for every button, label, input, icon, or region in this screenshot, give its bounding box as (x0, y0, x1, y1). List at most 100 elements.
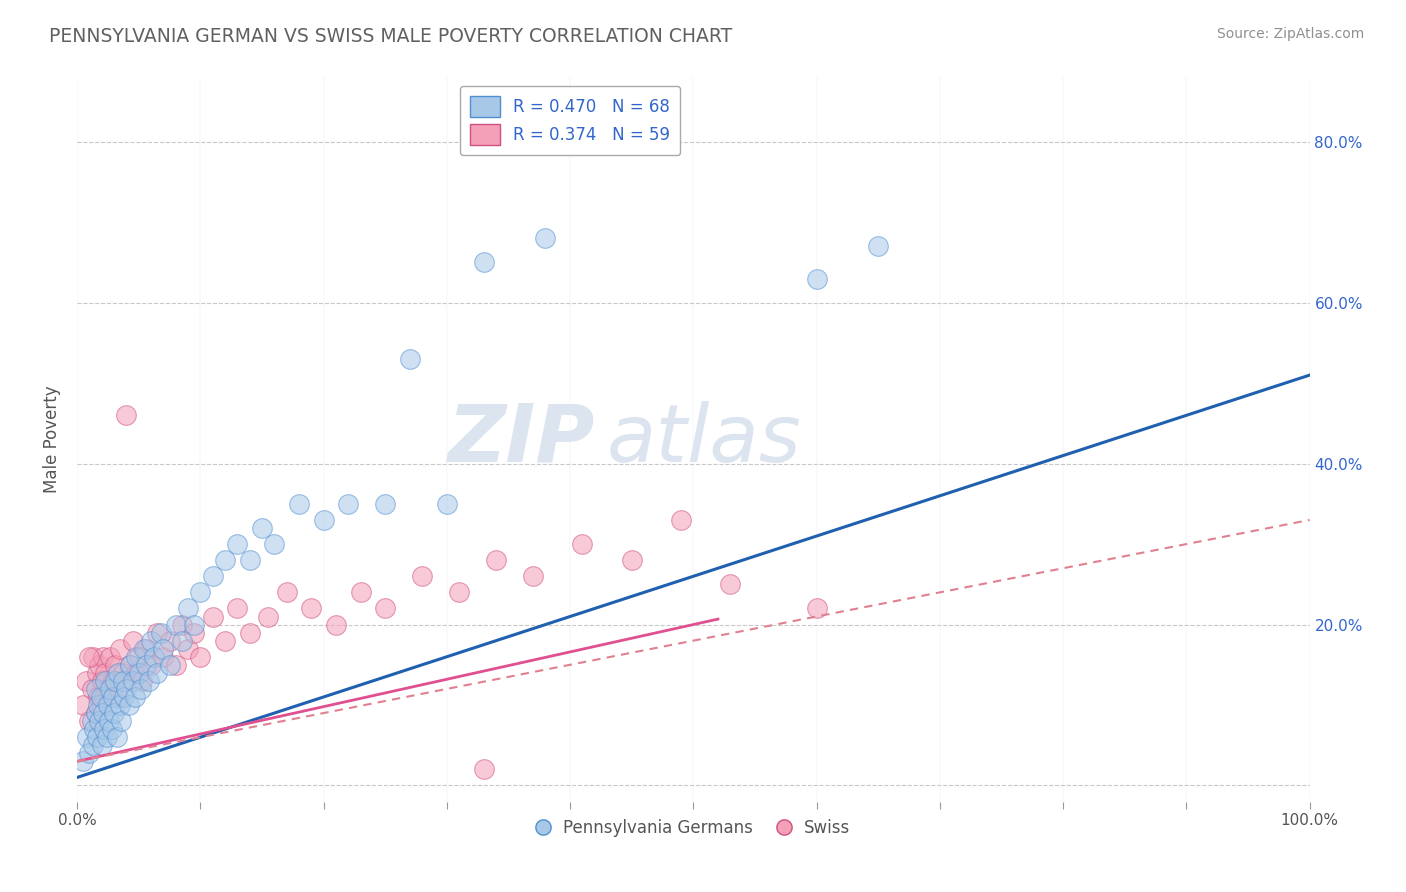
Point (146, 665, 169, 680)
Point (620, 553, 643, 567)
Point (201, 609, 224, 624)
Point (91, 706, 114, 720)
Point (337, 497, 360, 511)
Point (135, 657, 157, 672)
Point (201, 569, 224, 583)
Point (142, 649, 165, 664)
Point (250, 521, 273, 535)
Point (86, 730, 108, 744)
Point (97, 698, 120, 712)
Point (104, 657, 127, 672)
Point (111, 665, 134, 680)
Point (118, 698, 141, 712)
Point (90, 673, 112, 688)
Point (124, 690, 146, 704)
Text: ZIP: ZIP (447, 401, 595, 478)
Point (131, 673, 153, 688)
Point (107, 690, 129, 704)
Point (80, 714, 103, 728)
Point (110, 714, 132, 728)
Point (472, 255, 495, 269)
Point (226, 537, 249, 551)
Point (89, 657, 111, 672)
Point (183, 625, 205, 640)
Point (107, 665, 129, 680)
Y-axis label: Male Poverty: Male Poverty (44, 385, 60, 493)
Point (76, 730, 98, 744)
Point (100, 722, 122, 736)
Text: Source: ZipAtlas.com: Source: ZipAtlas.com (1216, 27, 1364, 41)
Point (115, 673, 138, 688)
Point (159, 633, 181, 648)
Point (91, 649, 114, 664)
Point (325, 617, 347, 632)
Point (89, 698, 111, 712)
Point (436, 497, 458, 511)
Point (87, 690, 110, 704)
Point (718, 577, 741, 591)
Point (101, 673, 124, 688)
Point (103, 706, 125, 720)
Point (485, 553, 508, 567)
Point (82, 649, 104, 664)
Point (120, 657, 142, 672)
Point (96, 730, 118, 744)
Point (125, 649, 148, 664)
Point (226, 601, 249, 615)
Point (111, 673, 134, 688)
Point (89, 714, 111, 728)
Point (115, 681, 138, 696)
Point (522, 569, 544, 583)
Point (128, 665, 150, 680)
Point (188, 585, 211, 599)
Point (72, 698, 94, 712)
Point (132, 641, 155, 656)
Point (72, 755, 94, 769)
Point (121, 633, 143, 648)
Point (83, 722, 105, 736)
Point (89, 690, 111, 704)
Point (239, 625, 262, 640)
Point (411, 569, 433, 583)
Point (449, 585, 471, 599)
Point (349, 585, 371, 599)
Point (165, 657, 187, 672)
Point (82, 738, 104, 752)
Point (110, 698, 132, 712)
Point (312, 513, 335, 527)
Point (115, 409, 138, 423)
Point (79, 714, 101, 728)
Point (79, 649, 101, 664)
Point (669, 513, 692, 527)
Point (86, 665, 108, 680)
Point (146, 625, 169, 640)
Point (90, 738, 112, 752)
Point (571, 537, 593, 551)
Point (121, 673, 143, 688)
Point (149, 625, 172, 640)
Point (128, 649, 150, 664)
Point (135, 641, 157, 656)
Point (139, 657, 162, 672)
Point (152, 649, 174, 664)
Legend: Pennsylvania Germans, Swiss: Pennsylvania Germans, Swiss (530, 813, 858, 844)
Point (257, 609, 280, 624)
Point (104, 673, 127, 688)
Point (188, 649, 211, 664)
Point (183, 617, 205, 632)
Point (534, 231, 557, 245)
Point (112, 690, 135, 704)
Point (84, 706, 107, 720)
Point (101, 690, 124, 704)
Point (75, 673, 97, 688)
Point (374, 497, 396, 511)
Text: atlas: atlas (607, 401, 801, 478)
Point (170, 633, 193, 648)
Point (263, 537, 285, 551)
Point (170, 617, 193, 632)
Point (806, 601, 828, 615)
Point (93, 722, 115, 736)
Point (87, 698, 110, 712)
Point (80, 681, 103, 696)
Point (806, 271, 828, 285)
